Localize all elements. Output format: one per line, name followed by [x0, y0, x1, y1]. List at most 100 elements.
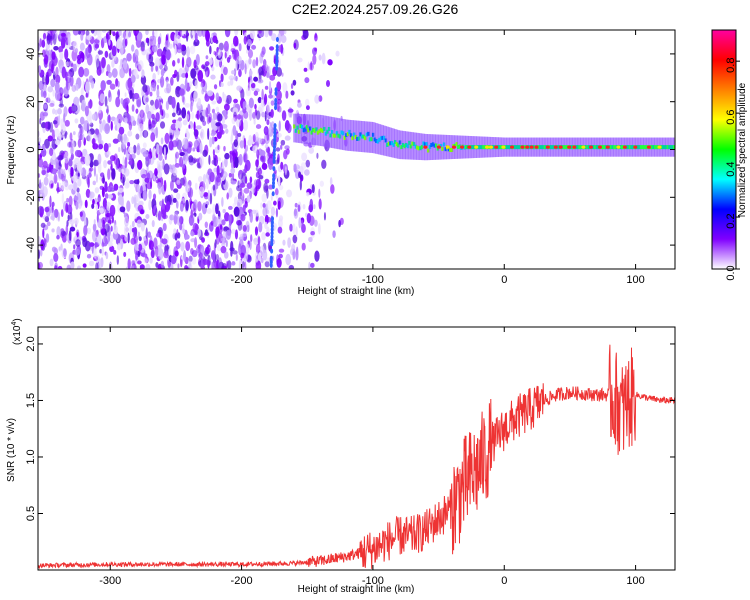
- spectrogram-cell: [215, 122, 222, 127]
- spectrogram-cell: [243, 119, 249, 132]
- spectrogram-edge-streak: [269, 259, 273, 265]
- spectrogram-cell: [55, 74, 61, 85]
- spectrogram-band-halo: [299, 113, 303, 144]
- spectrogram-band-core: [422, 141, 425, 146]
- spectrogram-cell: [46, 221, 51, 227]
- spectrogram-cell: [221, 219, 226, 226]
- spectrogram-band-core: [318, 129, 321, 134]
- spectrogram-cell: [152, 193, 157, 200]
- spectrogram-cell: [295, 248, 299, 261]
- spectrogram-cell: [207, 127, 210, 140]
- spectrogram-cell: [178, 30, 183, 38]
- spectrogram-band-core: [471, 145, 474, 150]
- spectrogram-band-core: [431, 142, 435, 147]
- spectrogram-cell: [79, 161, 85, 166]
- spectrogram-cell: [210, 74, 216, 80]
- spectrogram-cell: [50, 215, 55, 220]
- spectrogram-edge-streak: [272, 144, 276, 150]
- spectrogram-cell: [131, 44, 135, 52]
- spectrogram-cell: [319, 180, 325, 187]
- spectrogram-edge-streak: [270, 234, 274, 240]
- spectrogram-cell: [211, 108, 215, 114]
- spectrogram-cell: [266, 209, 270, 215]
- spectrogram-cell: [210, 132, 216, 137]
- spectrogram-cell: [243, 137, 247, 150]
- spectrogram-cell: [155, 208, 158, 218]
- spectrogram-cell: [173, 33, 177, 45]
- spectrogram-cell: [115, 96, 121, 108]
- spectrogram-cell: [64, 132, 67, 139]
- spectrogram-cell: [119, 67, 125, 79]
- spectrogram-cell: [127, 258, 131, 269]
- spectrogram-cell: [235, 130, 239, 142]
- spectrogram-cell: [168, 140, 174, 151]
- spectrogram-cell: [227, 81, 232, 87]
- spectrogram-cell: [231, 117, 236, 125]
- spectrogram-cell: [39, 206, 44, 217]
- spectrogram-cell: [105, 33, 109, 40]
- spectrogram-cell: [48, 53, 52, 61]
- spectrogram-cell: [323, 211, 326, 221]
- spectrogram-cell: [125, 178, 130, 188]
- spectrogram-cell: [170, 255, 177, 265]
- spectrogram-cell: [218, 257, 223, 269]
- spectrogram-cell: [38, 100, 41, 112]
- spectrogram-cell: [72, 131, 76, 136]
- spectrogram-edge-streak: [272, 158, 276, 164]
- snr-series-line: [38, 344, 675, 570]
- spectrogram-cell: [221, 109, 228, 116]
- spectrogram-cell: [280, 35, 287, 44]
- spectrogram-cell: [156, 160, 160, 167]
- spectrogram-cell: [244, 63, 247, 75]
- spectrogram-band-core: [390, 141, 394, 146]
- spectrogram-cell: [134, 48, 139, 58]
- spectrogram-cell: [89, 167, 94, 172]
- spectrogram-cell: [45, 172, 49, 178]
- spectrogram-cell: [190, 68, 197, 79]
- spectrogram-cell: [39, 249, 43, 257]
- spectrogram-band-halo: [305, 114, 309, 145]
- spectrogram-cell: [215, 174, 222, 187]
- spectrogram-cell: [246, 195, 251, 203]
- spectrogram-band-core: [395, 142, 399, 147]
- spectrogram-cell: [273, 225, 276, 231]
- spectrogram-band-core: [575, 145, 578, 150]
- spectrogram-cell: [266, 200, 272, 210]
- spectrogram-cell: [238, 69, 242, 78]
- spectrogram-cell: [301, 152, 308, 162]
- spectrogram-cell: [308, 204, 314, 213]
- spectrogram-cell: [151, 219, 155, 228]
- spectrogram-x-axis-label: Height of straight line (km): [298, 286, 415, 297]
- spectrogram-cell: [42, 111, 49, 117]
- spectrogram-cell: [163, 163, 170, 175]
- spectrogram-band-core: [477, 145, 481, 150]
- spectrogram-cell: [113, 183, 119, 191]
- spectrogram-cell: [164, 113, 170, 119]
- spectrogram-cell: [231, 228, 236, 235]
- snr-x-tick-label: 100: [626, 575, 644, 587]
- spectrogram-cell: [78, 66, 85, 78]
- spectrogram-cell: [137, 250, 141, 257]
- spectrogram-cell: [264, 85, 269, 90]
- spectrogram-cell: [56, 226, 61, 237]
- spectrogram-cell: [232, 250, 238, 255]
- spectrogram-cell: [191, 30, 195, 36]
- spectrogram-cell: [198, 212, 203, 221]
- spectrogram-cell: [286, 189, 293, 198]
- spectrogram-cell: [60, 230, 66, 237]
- spectrogram-cell: [111, 168, 116, 180]
- spectrogram-band-halo: [442, 134, 446, 160]
- spectrogram-cell: [124, 157, 128, 169]
- spectrogram-cell: [242, 152, 248, 163]
- spectrogram-cell: [93, 247, 97, 259]
- spectrogram-cell: [175, 85, 182, 98]
- spectrogram-cell: [145, 227, 148, 239]
- spectrogram-cell: [301, 219, 304, 232]
- spectrogram-cell: [306, 192, 310, 197]
- spectrogram-cell: [268, 30, 273, 37]
- spectrogram-cell: [83, 225, 88, 236]
- spectrogram-cell: [51, 51, 56, 60]
- spectrogram-cell: [197, 97, 202, 107]
- spectrogram-cell: [133, 144, 137, 154]
